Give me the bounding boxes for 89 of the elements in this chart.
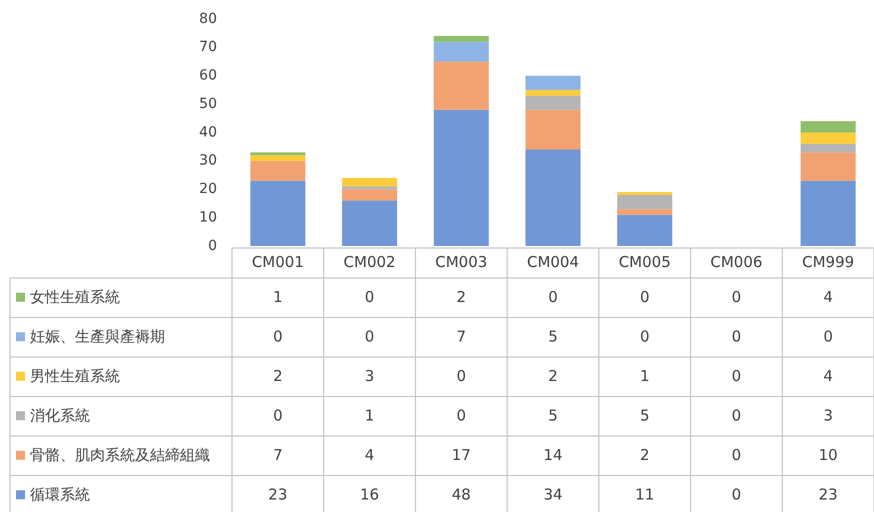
data-label: 3 [823,406,833,424]
data-label: 0 [273,406,283,424]
x-tick-label: CM006 [710,253,762,272]
y-tick-label: 30 [199,152,217,169]
bar [434,36,489,42]
bar [617,209,672,215]
data-label: 48 [452,485,471,504]
bar [617,194,672,210]
bar [434,110,489,246]
data-label: 0 [732,406,742,424]
bar [342,189,398,201]
data-label: 7 [456,327,466,346]
data-label: 11 [635,485,654,504]
data-label: 7 [273,446,283,464]
bar [800,144,856,152]
data-label: 0 [732,327,742,346]
data-label: 23 [268,485,288,504]
data-label: 0 [732,446,742,464]
legend-label: 消化系統 [30,406,90,424]
data-label: 4 [364,446,374,464]
bar [617,214,672,246]
data-label: 10 [818,446,838,464]
bar [525,150,581,246]
y-tick-label: 10 [199,209,217,226]
data-label: 0 [640,288,650,306]
x-tick-label: CM002 [344,253,396,272]
data-label: 0 [548,288,558,306]
data-label: 0 [456,406,466,424]
bar [800,132,856,144]
legend-label: 循環系統 [30,485,90,504]
data-label: 14 [543,446,563,464]
bar [250,160,306,181]
y-tick-label: 0 [208,238,217,254]
data-label: 0 [364,327,374,346]
bar [525,96,581,110]
data-label: 2 [548,366,558,385]
data-label: 2 [273,366,283,385]
bar [617,192,672,195]
data-label: 5 [640,406,650,424]
y-tick-label: 80 [199,10,217,27]
data-label: 1 [640,366,650,385]
data-label: 3 [364,366,374,385]
data-label: 34 [543,485,563,504]
bar [342,186,398,190]
y-tick-label: 70 [199,39,217,56]
x-tick-label: CM001 [252,253,304,272]
data-label: 4 [823,366,833,385]
x-tick-label: CM005 [618,253,671,272]
data-label: 0 [823,327,833,346]
x-tick-label: CM003 [435,253,488,272]
y-tick-label: 60 [199,68,217,84]
y-tick-label: 40 [199,124,217,140]
data-label: 0 [732,288,742,306]
bar [800,121,856,132]
bar [434,62,489,110]
legend-label: 男性生殖系統 [30,366,120,385]
data-label: 0 [456,366,466,385]
bar [525,110,581,150]
data-label: 0 [732,485,742,504]
data-label: 5 [548,406,558,424]
x-tick-label: CM999 [802,253,854,272]
data-label: 17 [452,446,471,464]
data-label: 5 [548,327,558,346]
bar [250,180,306,246]
y-tick-label: 50 [199,96,217,112]
data-label: 1 [273,288,283,306]
data-label: 4 [823,288,833,306]
y-tick-label: 20 [199,181,217,198]
legend-label: 骨骼、肌肉系統及結締組織 [30,446,210,464]
data-label: 1 [364,406,374,424]
bar [800,180,856,246]
bar [525,90,581,96]
bar [342,178,398,186]
data-label: 2 [640,446,650,464]
data-label: 16 [360,485,380,504]
data-label: 0 [732,366,742,385]
data-label: 23 [818,485,838,504]
bar [525,76,581,90]
legend-label: 妊娠、生產與產褥期 [30,327,165,346]
data-label: 0 [364,288,374,306]
legend-label: 女性生殖系統 [30,288,120,306]
data-label: 0 [273,327,283,346]
bar [800,152,856,181]
x-tick-label: CM004 [526,253,580,272]
bar [342,200,398,246]
data-label: 0 [640,327,650,346]
data-label: 2 [456,288,466,306]
bar [250,155,306,161]
bar [434,42,489,62]
